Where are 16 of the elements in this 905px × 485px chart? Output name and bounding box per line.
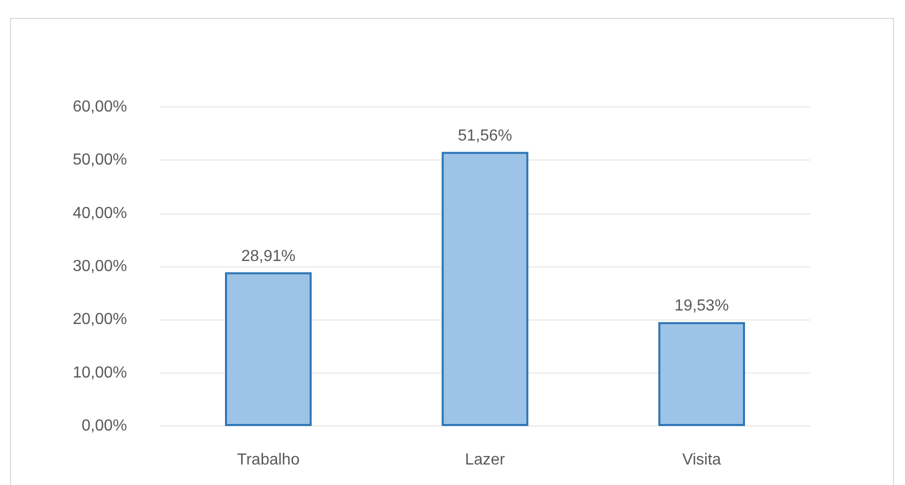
x-tick-label: Lazer bbox=[464, 452, 506, 468]
y-tick-label: 30,00% bbox=[72, 258, 127, 275]
y-tick-label: 50,00% bbox=[72, 152, 127, 169]
y-tick-label: 10,00% bbox=[72, 364, 127, 382]
data-label: 51,56% bbox=[458, 127, 512, 144]
bar bbox=[225, 272, 312, 426]
y-tick-label: 0,00% bbox=[82, 418, 127, 434]
x-tick-label: Visita bbox=[682, 452, 722, 468]
y-tick-label: 40,00% bbox=[72, 204, 127, 222]
y-tick-label: 60,00% bbox=[72, 98, 127, 116]
data-label: 28,91% bbox=[241, 248, 296, 265]
data-label: 19,53% bbox=[674, 298, 729, 315]
bar bbox=[442, 152, 528, 426]
y-tick-label: 20,00% bbox=[72, 311, 127, 328]
bar bbox=[658, 322, 745, 426]
x-tick-label: Trabalho bbox=[237, 452, 300, 468]
